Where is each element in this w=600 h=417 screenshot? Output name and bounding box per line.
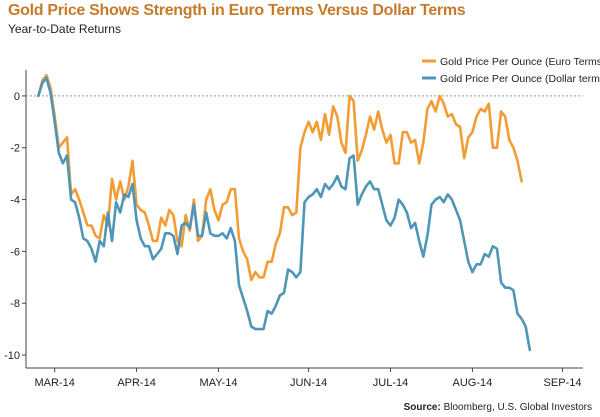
y-tick-label: 0 — [14, 91, 20, 103]
y-tick-label: -4 — [10, 195, 20, 207]
x-tick-label: AUG-14 — [453, 377, 493, 389]
y-tick-label: -10 — [4, 350, 20, 362]
y-tick-label: -8 — [10, 298, 20, 310]
x-tick-label: APR-14 — [117, 377, 156, 389]
y-tick-label: -6 — [10, 246, 20, 258]
y-tick-label: -2 — [10, 143, 20, 155]
legend-label-euro: Gold Price Per Ounce (Euro Terms) — [440, 56, 600, 68]
legend-label-dollar: Gold Price Per Ounce (Dollar terms) — [440, 73, 600, 85]
source-label: Source: — [403, 402, 441, 413]
x-tick-label: SEP-14 — [544, 377, 582, 389]
source-note: Source: Bloomberg, U.S. Global Investors — [404, 402, 592, 413]
euro-series-line — [36, 73, 523, 282]
chart-subtitle: Year-to-Date Returns — [8, 22, 121, 36]
x-tick-label: MAR-14 — [34, 377, 74, 389]
chart-title: Gold Price Shows Strength in Euro Terms … — [8, 2, 466, 19]
dollar-series-line — [36, 76, 532, 352]
x-tick-label: JUL-14 — [373, 377, 408, 389]
x-tick-label: JUN-14 — [290, 377, 327, 389]
source-text: Bloomberg, U.S. Global Investors — [443, 402, 592, 413]
x-tick-label: MAY-14 — [200, 377, 238, 389]
